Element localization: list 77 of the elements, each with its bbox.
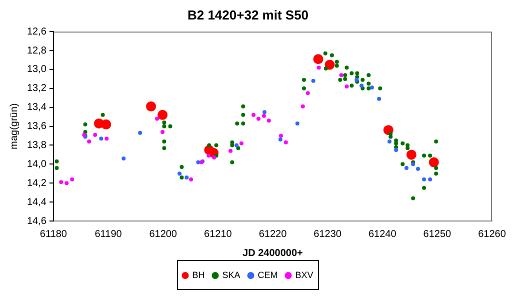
point	[184, 175, 189, 180]
y-tick-label: 12,6	[26, 26, 47, 38]
x-tick-label: 61210	[204, 228, 232, 240]
y-tick-label: 13,0	[26, 64, 47, 76]
chart-title: B2 1420+32 mit S50	[187, 7, 309, 22]
point	[178, 172, 182, 176]
x-tick-label: 61220	[258, 228, 288, 240]
y-tick-label: 13,2	[26, 83, 47, 94]
point	[138, 130, 142, 135]
point	[101, 119, 112, 130]
point	[189, 177, 194, 182]
point	[196, 160, 200, 164]
x-tick-label: 61230	[314, 228, 342, 240]
point	[344, 84, 349, 89]
point	[406, 150, 416, 160]
point	[278, 134, 283, 138]
point	[104, 136, 109, 141]
point	[360, 84, 364, 88]
point	[311, 78, 316, 83]
point	[252, 112, 256, 117]
point	[313, 54, 324, 64]
point	[87, 139, 92, 144]
y-tick-label: 14,0	[26, 158, 47, 170]
point	[394, 148, 398, 152]
point	[284, 140, 288, 144]
x-tick-label: 61180	[40, 228, 68, 240]
point	[387, 139, 392, 144]
x-tick-label: 61250	[423, 228, 452, 240]
point	[228, 148, 233, 153]
point	[158, 110, 168, 120]
point	[422, 177, 426, 182]
point	[239, 141, 244, 146]
y-tick-label: 12,8	[26, 45, 47, 56]
point	[370, 85, 374, 90]
point	[316, 66, 321, 70]
point	[160, 130, 165, 134]
x-tick-label: 61260	[478, 228, 506, 240]
y-tick-label: 14,6	[26, 216, 47, 227]
point	[428, 177, 432, 182]
legend-label: CEM	[258, 270, 278, 280]
point	[377, 96, 382, 101]
x-tick-label: 61240	[368, 228, 397, 240]
point	[339, 73, 344, 78]
legend-label: SKA	[222, 270, 240, 280]
point	[416, 166, 420, 171]
point	[99, 136, 104, 141]
x-axis-title: JD 2400000+	[242, 248, 304, 259]
point	[295, 121, 300, 126]
y-tick-label: 13,6	[26, 121, 47, 132]
point	[428, 157, 439, 168]
point	[59, 180, 64, 184]
point	[262, 114, 266, 118]
y-tick-label: 14,2	[26, 178, 47, 189]
legend-label: BH	[192, 270, 205, 280]
x-tick-label: 61190	[94, 228, 122, 240]
point	[70, 177, 74, 182]
point	[206, 154, 211, 158]
point	[262, 110, 267, 114]
point	[266, 118, 271, 123]
point	[155, 116, 160, 121]
point	[64, 181, 69, 186]
point	[306, 91, 310, 96]
legend-label: BXV	[295, 270, 314, 280]
y-tick-label: 14,4	[26, 196, 47, 208]
point	[234, 143, 239, 148]
point	[122, 156, 126, 160]
point	[404, 166, 408, 170]
point	[146, 101, 156, 112]
y-tick-label: 13,8	[26, 140, 47, 151]
point	[278, 138, 282, 142]
point	[300, 104, 305, 108]
point	[256, 116, 260, 121]
y-tick-label: 13,4	[26, 102, 47, 114]
point	[93, 132, 98, 137]
y-axis-title: mag(grün)	[8, 103, 20, 150]
point	[324, 60, 335, 70]
x-tick-label: 61200	[149, 228, 178, 240]
